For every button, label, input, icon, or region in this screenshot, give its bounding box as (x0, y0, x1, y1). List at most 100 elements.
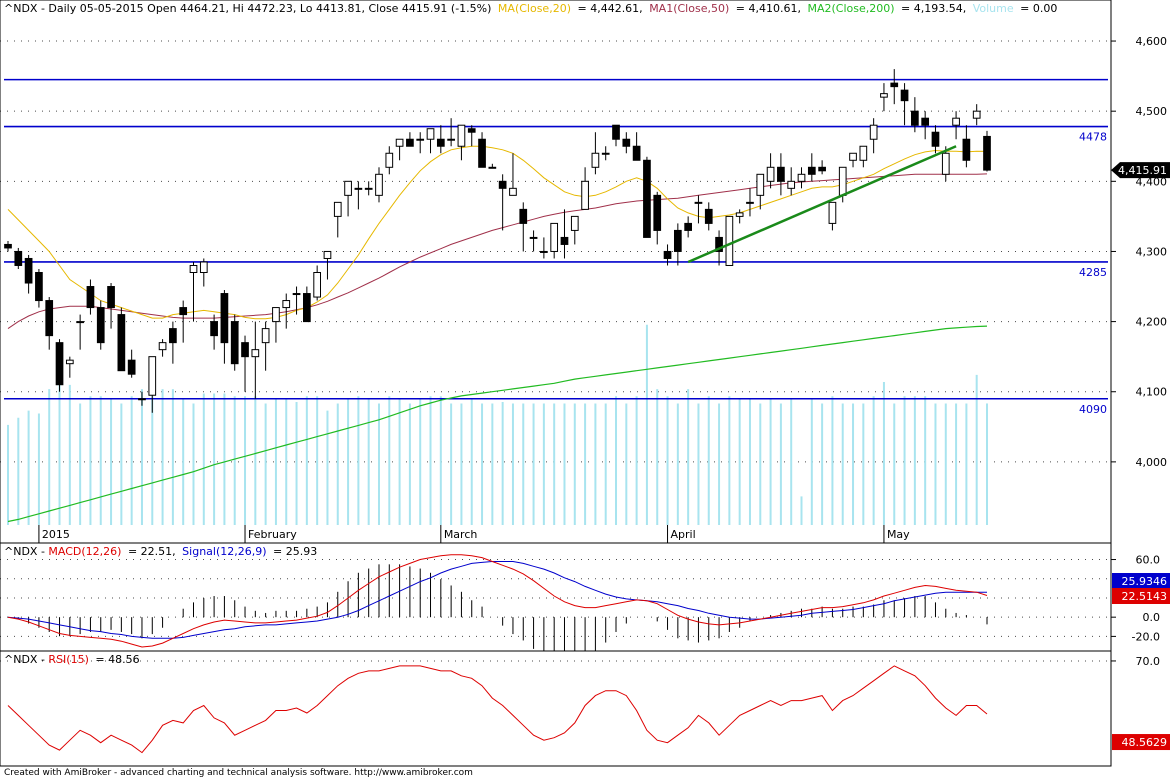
candle-body (189, 264, 198, 274)
price-tick-label: 4,300 (1136, 245, 1168, 258)
candle-body (117, 314, 126, 372)
candle-body (673, 229, 682, 252)
candle-body (921, 117, 930, 126)
candle-body (385, 152, 394, 168)
macd-panel: 60.0 0.0 -20.0 25.9346 22.5143 ^NDX - MACD(… (0, 542, 1170, 671)
candle-body (251, 349, 260, 358)
candle-body (509, 187, 517, 196)
level-label: 4285 (1079, 266, 1107, 279)
candle-body (911, 110, 919, 126)
candle-body (560, 236, 569, 245)
candle-body (333, 201, 342, 217)
footer-credit: Created with AmiBroker - advanced charti… (4, 768, 473, 778)
candle-body (591, 152, 600, 168)
month-label: May (887, 528, 910, 541)
month-label: March (444, 528, 478, 541)
symbol-info: ^NDX - Daily 05-05-2015 Open 4464.21, Hi… (4, 2, 491, 15)
candle-body (220, 293, 229, 344)
macd-line (7, 554, 988, 648)
candle-body (323, 250, 332, 259)
candle-body (797, 173, 806, 182)
rsi-last-label: 48.5629 (1122, 736, 1168, 749)
candle-body (169, 328, 177, 344)
macd-lines (7, 554, 988, 648)
ma50-line (7, 173, 988, 330)
candle-body (818, 166, 826, 172)
rsi-polyline (7, 665, 988, 754)
candle-body (766, 166, 775, 182)
candle-body (199, 261, 208, 273)
candle-body (303, 293, 311, 323)
candle-body (35, 272, 43, 302)
rsi-last-value: 48.5629 (1112, 734, 1170, 751)
candle-body (972, 110, 981, 119)
macd-last-label: 25.9346 (1122, 575, 1168, 588)
level-label: 4478 (1079, 131, 1107, 144)
ma20-value: = 4,442.61, (577, 2, 642, 15)
candle-body (941, 152, 950, 175)
rsi-y-axis: 70.0 (1111, 655, 1160, 668)
month-label: February (248, 528, 297, 541)
candle-body (684, 222, 692, 231)
price-tick-label: 4,500 (1136, 105, 1168, 118)
candle-body (663, 250, 672, 259)
price-header: ^NDX - Daily 05-05-2015 Open 4464.21, Hi… (4, 2, 1057, 15)
last-price-label: 4,415.91 (1118, 164, 1167, 177)
candle-body (436, 138, 445, 147)
candlesticks (4, 69, 991, 413)
macd-value: = 22.51, (128, 545, 176, 558)
macd-prefix: ^NDX - (4, 545, 48, 558)
candle-body (416, 138, 425, 141)
macd-header: ^NDX - MACD(12,26) = 22.51, Signal(12,26… (4, 545, 317, 558)
candle-body (962, 138, 971, 161)
candle-body (375, 173, 383, 196)
macd-tick-label: 60.0 (1136, 554, 1161, 567)
candle-body (158, 342, 167, 351)
ma20-line (7, 145, 988, 320)
candle-body (45, 300, 54, 337)
candle-body (96, 307, 105, 344)
candle-body (86, 286, 95, 309)
candle-body (488, 166, 497, 169)
rsi-tick-label: 70.0 (1136, 655, 1161, 668)
price-tick-label: 4,100 (1136, 386, 1168, 399)
month-label: April (671, 528, 696, 541)
candle-body (127, 359, 136, 375)
candle-body (313, 272, 322, 298)
candle-body (550, 222, 559, 252)
candle-body (519, 208, 528, 224)
price-panel-frame (0, 0, 1112, 544)
candle-body (344, 180, 352, 196)
volume-bars (7, 324, 988, 525)
candle-body (107, 286, 115, 309)
candle-body (828, 201, 837, 224)
ma50-label: MA1(Close,50) (649, 2, 729, 15)
candle-body (807, 166, 816, 175)
candle-body (890, 82, 899, 88)
level-label: 4090 (1079, 403, 1107, 416)
candle-body (746, 201, 754, 204)
support-resistance-lines: 4478 4285 4090 (4, 78, 1108, 416)
candle-body (65, 359, 74, 365)
macd-label: MACD(12,26) (48, 545, 121, 558)
candle-body (210, 321, 218, 337)
candle-body (498, 180, 507, 189)
candle-body (777, 166, 785, 182)
candle-body (241, 342, 249, 358)
price-tick-label: 4,600 (1136, 35, 1168, 48)
candle-body (55, 342, 64, 386)
candle-body (354, 187, 363, 190)
last-price-tag (1111, 162, 1170, 179)
macd-last-values: 25.9346 22.5143 (1112, 573, 1170, 604)
candle-body (643, 159, 651, 238)
candle-body (76, 321, 84, 324)
moving-average-lines (7, 145, 988, 523)
price-tick-label: 4,200 (1136, 316, 1168, 329)
macd-tick-label: -20.0 (1132, 630, 1160, 643)
rsi-label: RSI(15) (48, 653, 88, 666)
candle-body (756, 173, 765, 196)
trendline-group (687, 145, 957, 264)
candle-body (632, 145, 641, 161)
